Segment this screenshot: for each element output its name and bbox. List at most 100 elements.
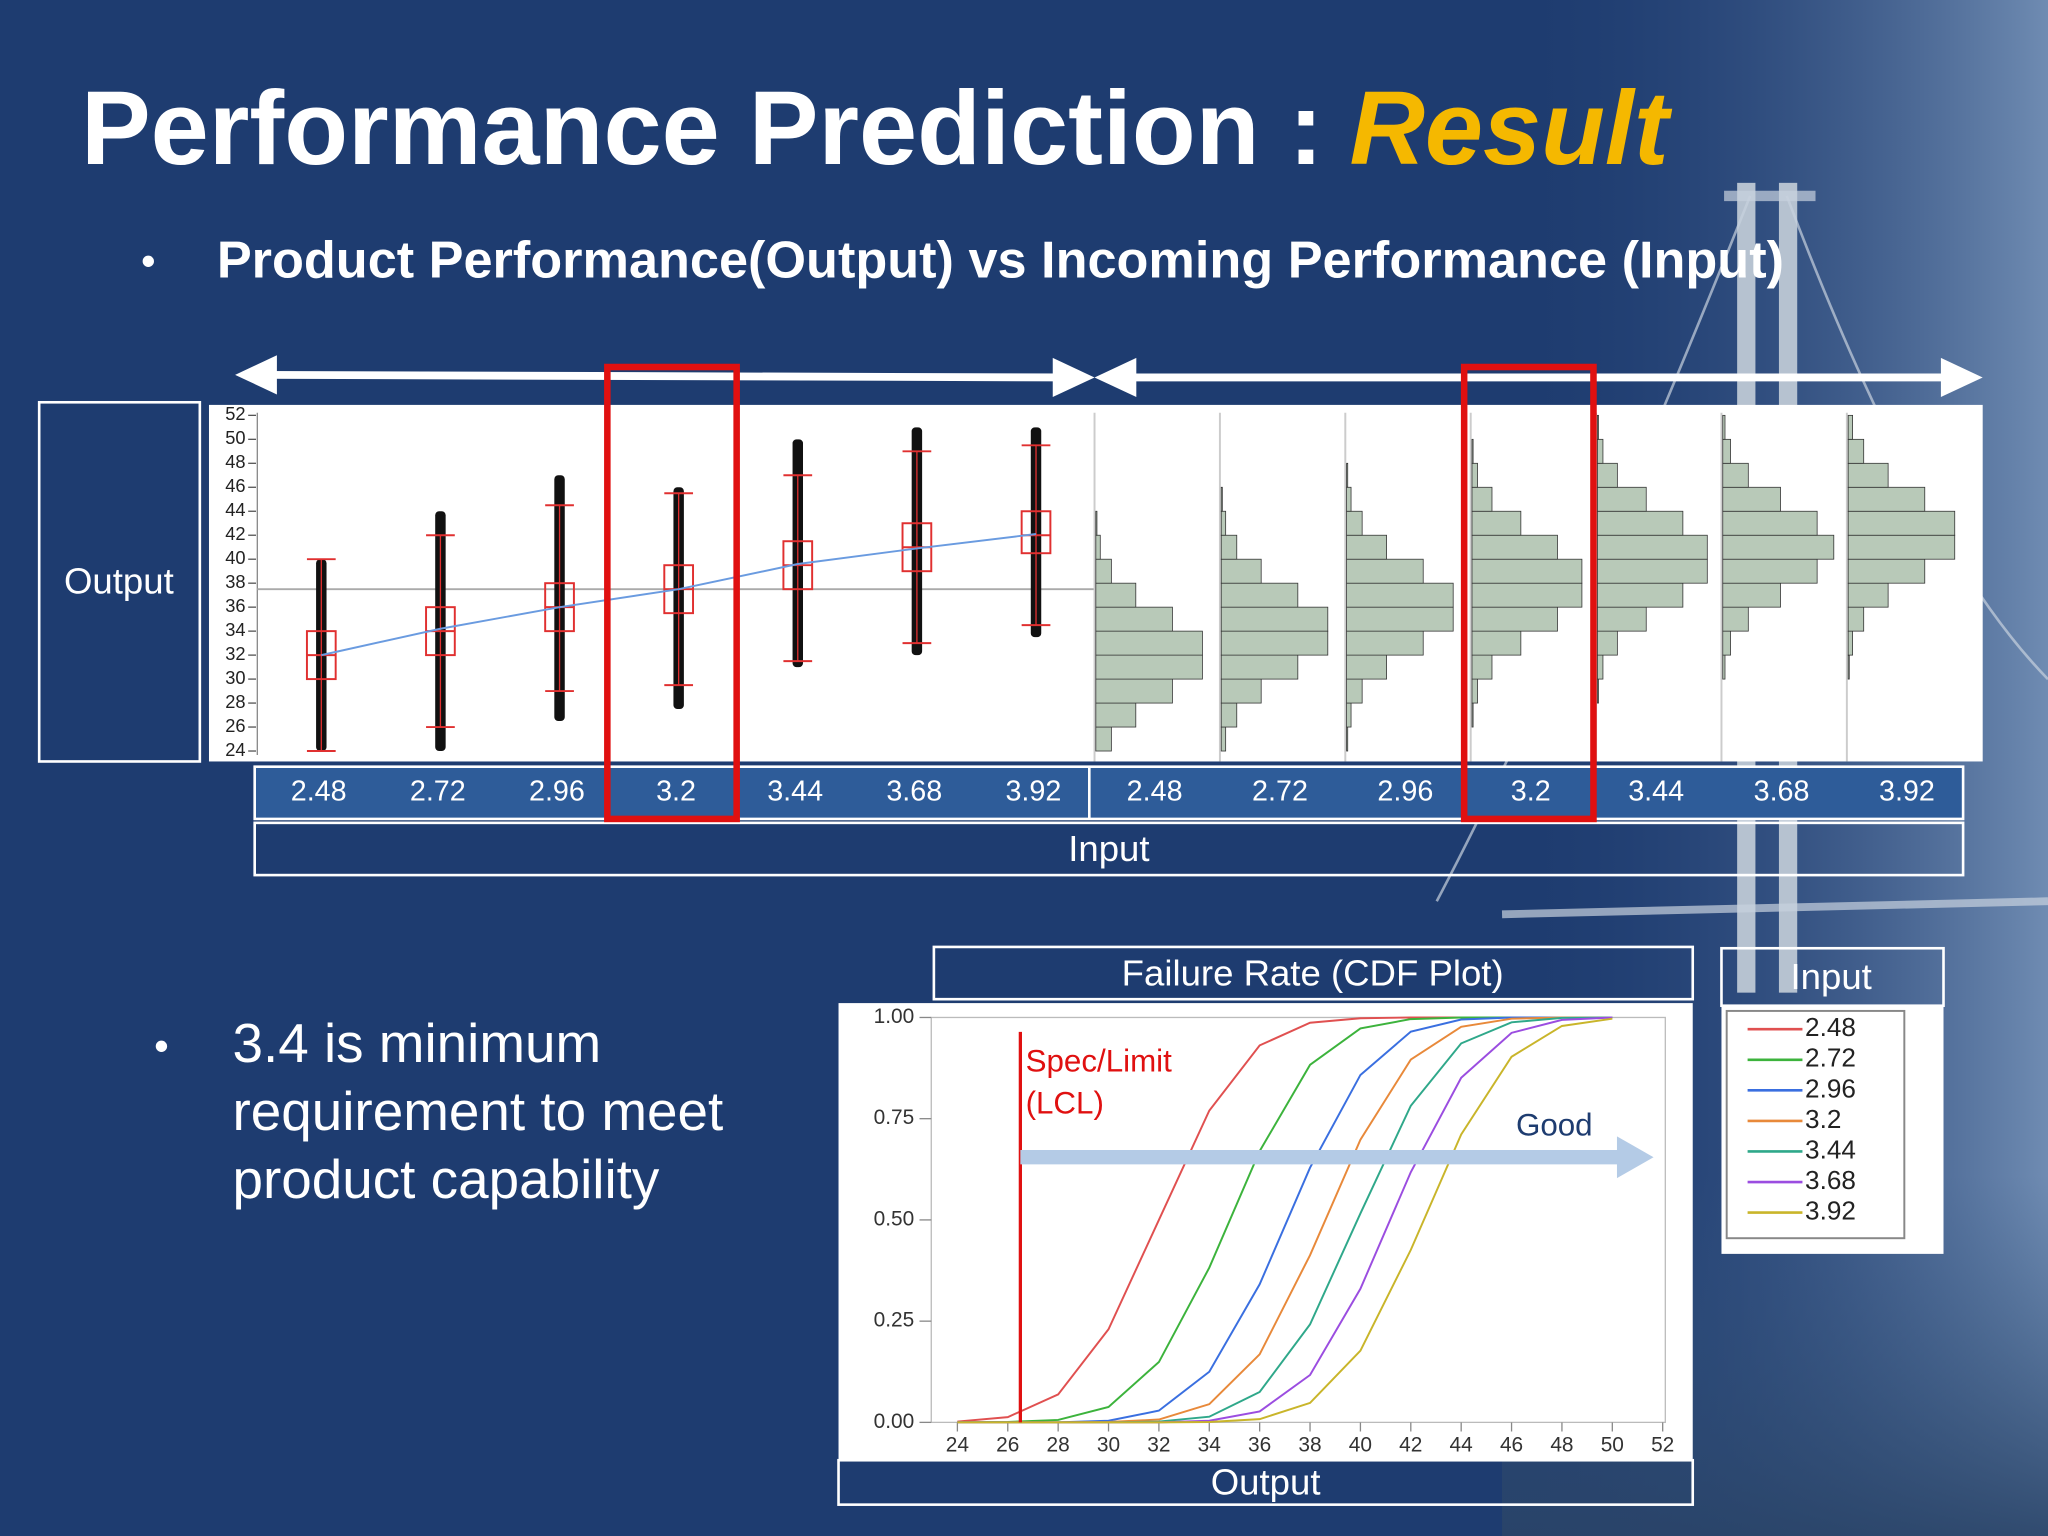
title-highlight: Result [1349,69,1672,186]
cdf-line [957,1017,1613,1424]
histogram-bar [1346,486,1352,512]
histogram-bar [1095,678,1173,704]
x-tick-label: 3.2 [1511,775,1551,807]
y-tick-label: 26 [225,715,245,736]
histogram-bar [1847,414,1853,440]
y-tick-label: 34 [225,619,245,640]
legend-frame [1725,1009,1906,1240]
histogram-bar [1847,582,1889,608]
bullet-line: 3.4 is minimum [232,1012,601,1074]
histogram-bar [1471,438,1474,464]
histogram-bar [1471,486,1493,512]
histogram-bar [1596,510,1684,536]
histogram-bar [1346,630,1424,656]
histogram-bar [1095,630,1203,656]
legend-label: 2.48 [1805,1012,1856,1042]
histogram-bar [1346,582,1454,608]
histogram-bar [1346,702,1352,728]
y-tick-label: 0.25 [874,1309,915,1332]
histogram-bar [1471,630,1522,656]
highlight-box [1460,363,1597,823]
histogram-bar [1471,606,1558,632]
bullet-line: requirement to meet [232,1080,723,1142]
histogram-bar [1095,510,1098,536]
y-tick-label: 40 [225,547,245,568]
histogram-bar [1847,462,1889,488]
histogram-bar [1220,534,1238,560]
cdf-xlabel-box [837,1458,1695,1506]
bullet-line: product capability [232,1148,659,1210]
histogram-bar [1596,654,1604,680]
x-tick-label: 3.92 [1879,775,1935,807]
histogram-bar [1346,462,1349,488]
histogram-bar [1596,486,1647,512]
histogram-bar [1346,510,1363,536]
legend-label: 3.44 [1805,1134,1856,1164]
y-tick-label: 38 [225,571,245,592]
x-tick-label: 38 [1298,1433,1321,1456]
y-tick-label: 30 [225,667,245,688]
histogram-bar [1220,726,1227,752]
legend-title: Input [1791,956,1872,997]
histogram-bar [1220,630,1329,656]
histogram-bar [1596,438,1604,464]
title-main: Performance Prediction : [81,69,1323,186]
x-tick-label: 28 [1047,1433,1070,1456]
histogram-bar [1596,558,1708,584]
annotation: Good [1516,1107,1593,1142]
annotation: Spec/Limit [1026,1043,1173,1078]
x-tick-label: 2.48 [1127,775,1183,807]
range-arrows [235,355,1983,398]
histogram-bar [1095,582,1137,608]
y-tick-label: 48 [225,451,245,472]
histogram-bar [1095,534,1101,560]
histogram-bar [1847,534,1956,560]
x-axis-label: Input [1068,828,1149,869]
histogram-bar [1471,462,1478,488]
histogram-bar [1722,558,1818,584]
annotation: (LCL) [1026,1085,1104,1120]
x-tick-label: 30 [1097,1433,1120,1456]
histogram-bar [1722,582,1781,608]
y-tick-label: 0.75 [874,1106,915,1129]
histogram-bar [1220,678,1262,704]
histogram-bar [1596,462,1618,488]
cdf-title-box [932,945,1695,1001]
histogram-bar [1346,534,1387,560]
highlight-box [604,363,740,823]
x-tick-label: 36 [1248,1433,1271,1456]
category-strip [253,765,1965,821]
histogram-bar [1722,438,1731,464]
x-tick-label: 26 [996,1433,1019,1456]
legend-label: 2.72 [1805,1043,1856,1073]
legend-label: 3.68 [1805,1165,1856,1195]
histogram-bar [1220,606,1329,632]
x-tick-label: 2.72 [410,775,466,807]
histogram-bar [1722,414,1726,440]
bullet-text: Product Performance(Output) vs Incoming … [217,232,1784,290]
histogram-bar [1722,654,1726,680]
histogram-bar [1095,558,1112,584]
legend-label: 2.96 [1805,1073,1856,1103]
x-tick-label: 3.2 [656,775,696,807]
histogram-bar [1596,582,1684,608]
x-tick-label: 3.92 [1005,775,1061,807]
x-tick-label: 34 [1198,1433,1221,1456]
cdf-panel [838,1003,1693,1461]
histogram-bar [1471,510,1522,536]
histogram-bar [1596,534,1708,560]
histogram-bar [1722,630,1731,656]
good-arrow-head [1616,1136,1654,1179]
histogram-bar [1847,606,1865,632]
bullet-mark: • [141,237,156,284]
histogram-bar [1220,702,1238,728]
y-tick-label: 42 [225,523,245,544]
histogram-bar [1596,678,1599,704]
histogram-bar [1220,654,1299,680]
y-tick-label: 0.50 [874,1207,915,1230]
y-label-box [37,400,202,763]
box [1020,510,1052,555]
bullet-mark: • [154,1022,169,1069]
histogram-bar [1346,558,1424,584]
